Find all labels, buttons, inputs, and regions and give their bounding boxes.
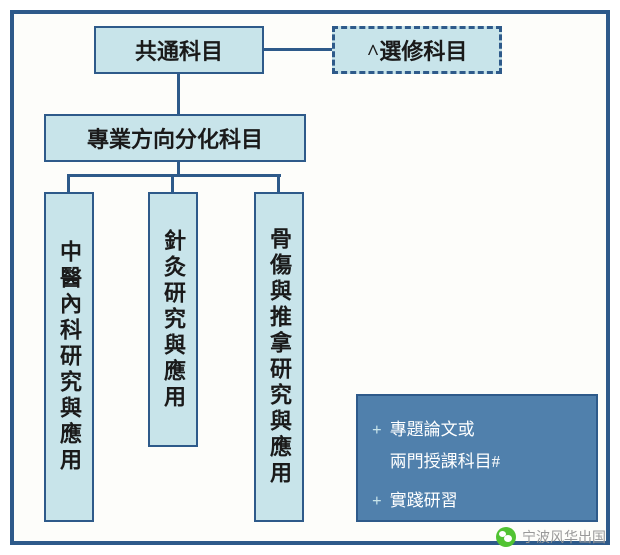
connector: [67, 174, 281, 177]
node-specialization: 專業方向分化科目: [44, 114, 306, 162]
node-branch-orthopedics: 骨傷與推拿研究與應用: [254, 192, 304, 522]
node-label: 骨傷與推拿研究與應用: [263, 227, 295, 487]
connector: [171, 174, 174, 192]
plus-icon: +: [372, 491, 382, 510]
plus-icon: +: [372, 420, 382, 439]
node-label: 針灸研究與應用: [157, 229, 189, 411]
info-box: + 專題論文或 兩門授課科目# + 實踐研習: [356, 394, 598, 522]
connector: [67, 174, 70, 192]
node-label: 專業方向分化科目: [87, 122, 263, 154]
info-item: + 專題論文或 兩門授課科目#: [372, 414, 582, 479]
node-label: 共通科目: [135, 34, 223, 66]
connector: [177, 74, 180, 114]
node-label: ^選修科目: [367, 34, 468, 66]
node-label: 中醫內科研究與應用: [53, 240, 85, 474]
info-text: 實踐研習: [390, 491, 458, 510]
wechat-icon: [496, 527, 516, 547]
info-text: 專題論文或 兩門授課科目#: [390, 414, 501, 479]
node-branch-acupuncture: 針灸研究與應用: [148, 192, 198, 447]
node-elective-subjects: ^選修科目: [332, 26, 502, 74]
node-common-subjects: 共通科目: [94, 26, 264, 74]
info-item: + 實踐研習: [372, 485, 582, 517]
connector: [277, 174, 280, 192]
connector: [264, 48, 332, 51]
watermark: 宁波风华出国: [496, 527, 606, 547]
diagram-frame: 共通科目 ^選修科目 專業方向分化科目 中醫內科研究與應用 針灸研究與應用 骨傷…: [10, 10, 610, 545]
watermark-text: 宁波风华出国: [522, 527, 606, 547]
node-branch-tcm-internal: 中醫內科研究與應用: [44, 192, 94, 522]
